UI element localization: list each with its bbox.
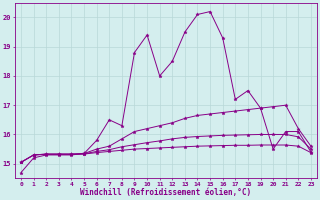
X-axis label: Windchill (Refroidissement éolien,°C): Windchill (Refroidissement éolien,°C) <box>80 188 252 197</box>
